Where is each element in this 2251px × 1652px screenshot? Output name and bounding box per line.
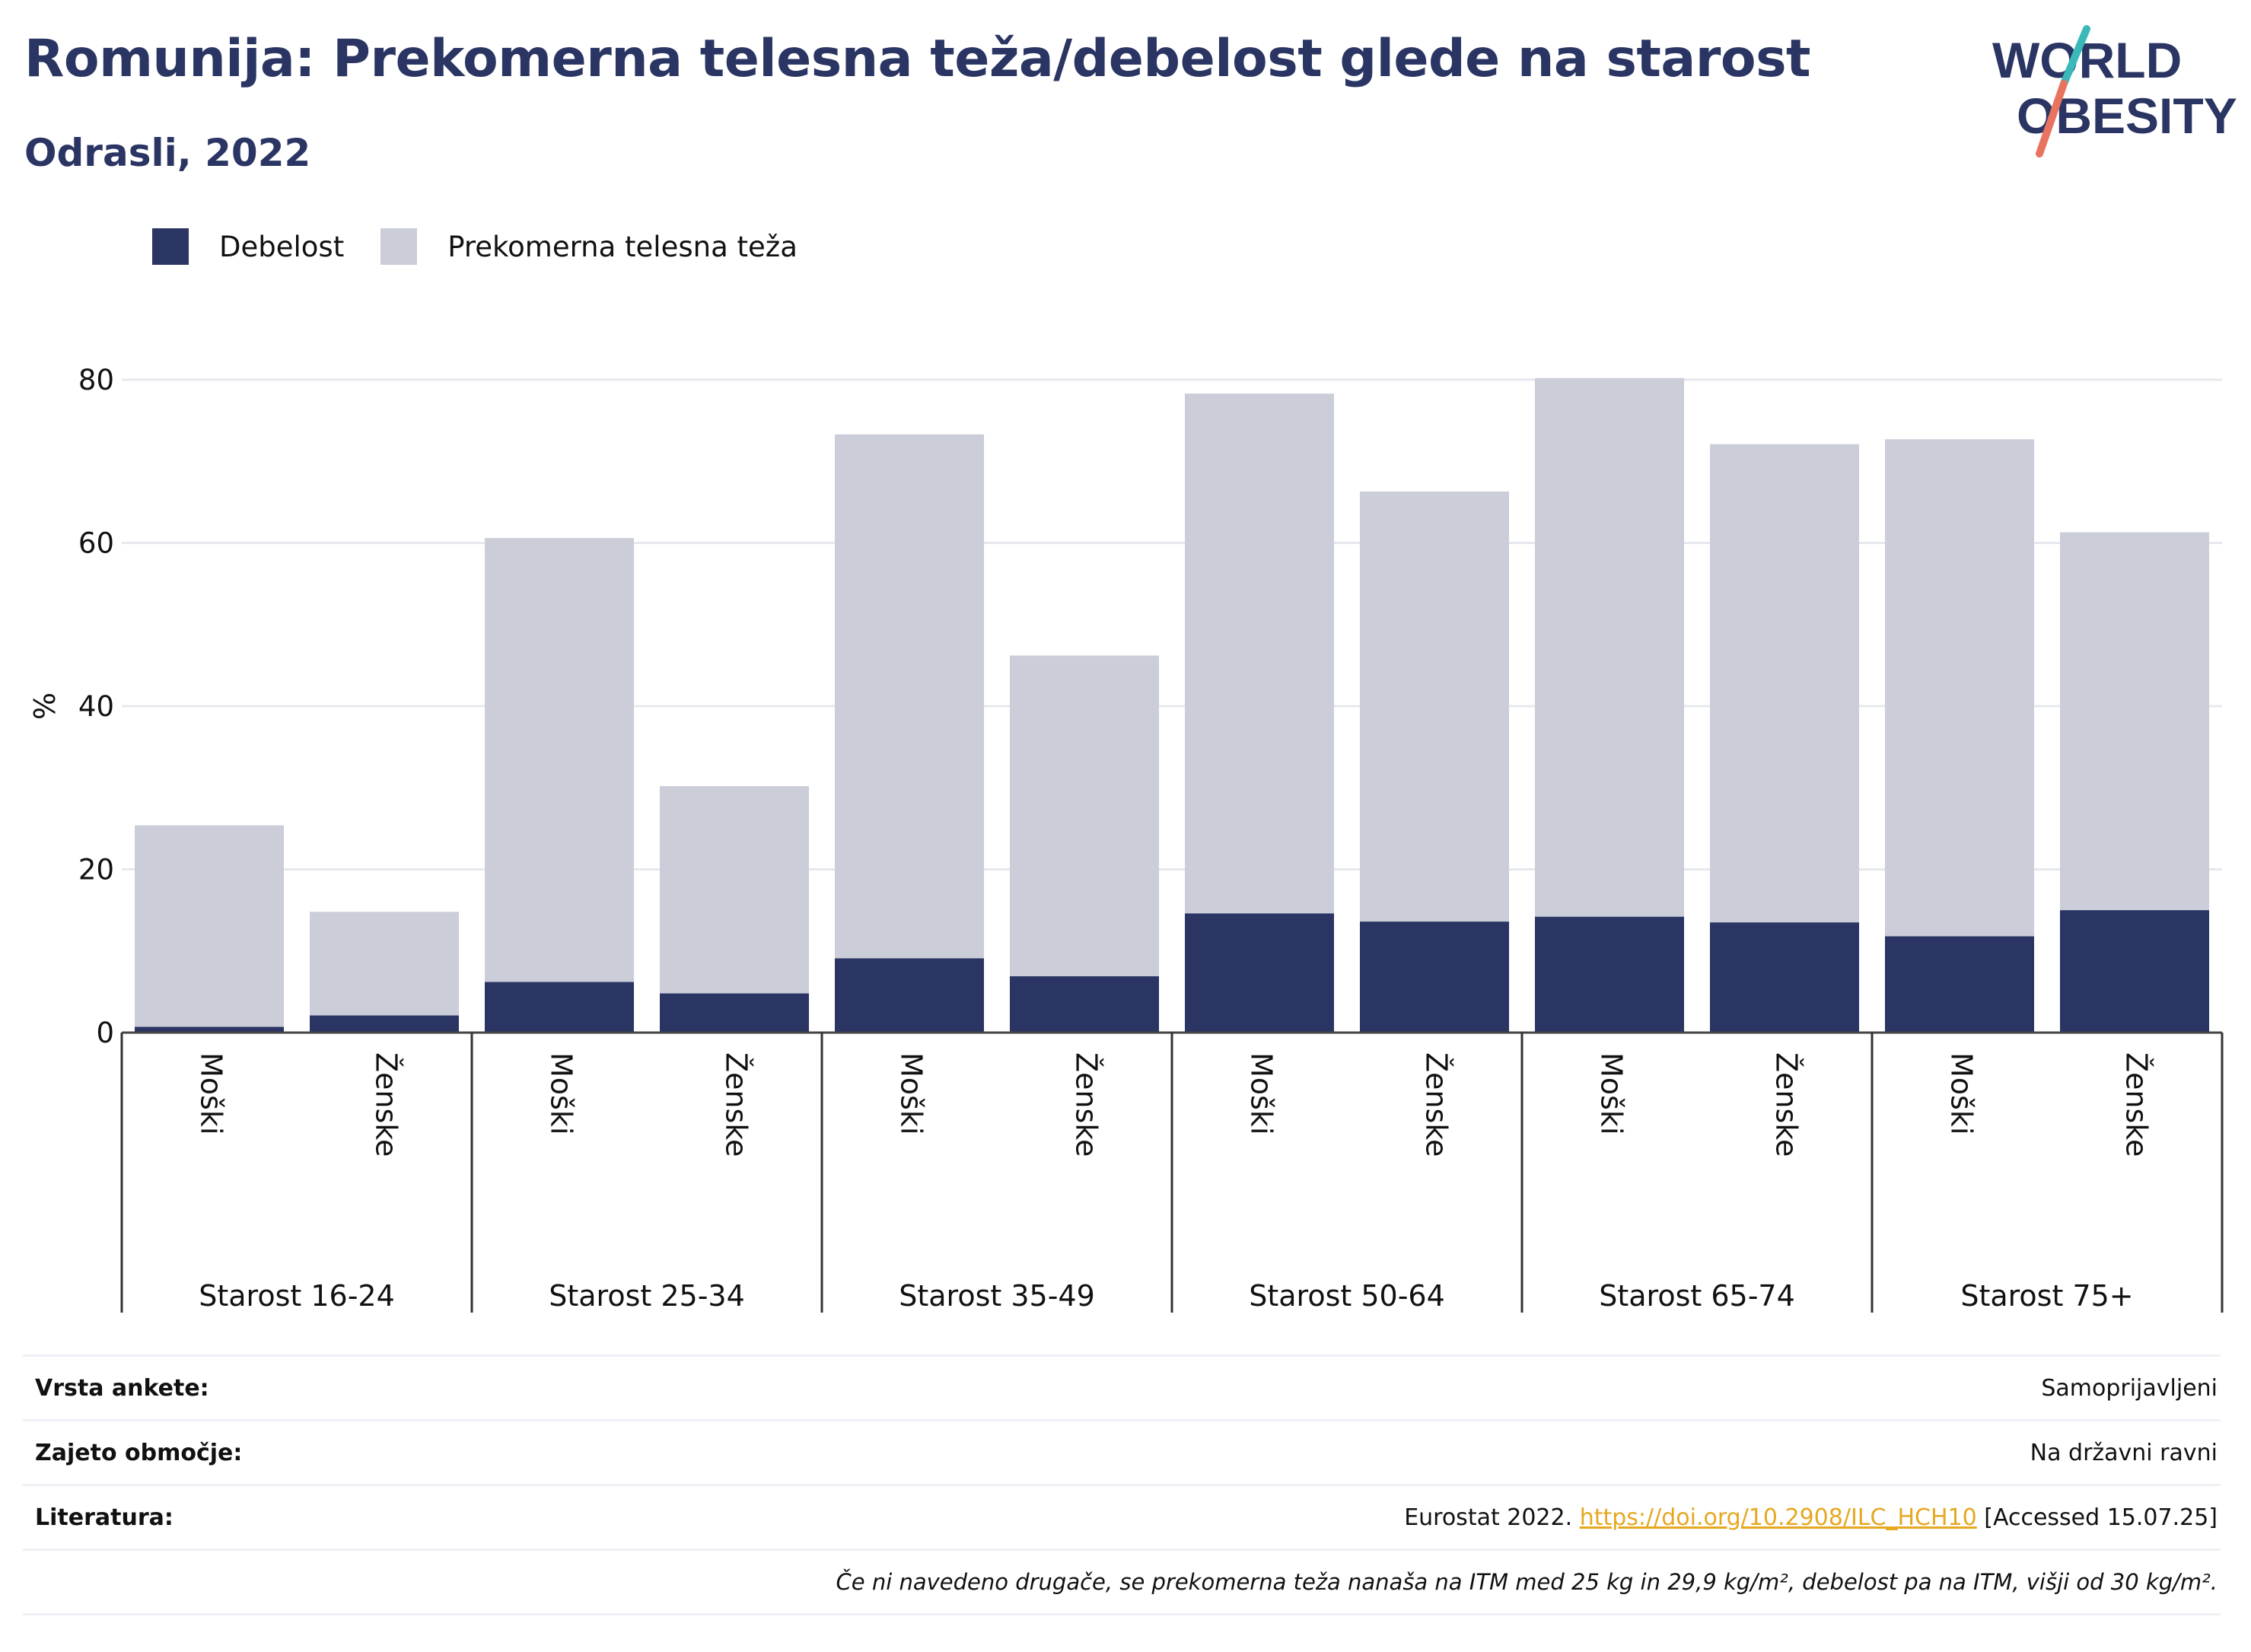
x-category-label: Ženske bbox=[720, 1052, 753, 1157]
world-obesity-logo: WORLD OBESITY bbox=[1992, 25, 2237, 158]
y-tick-label: 0 bbox=[96, 1017, 114, 1049]
chart-subtitle: Odrasli, 2022 bbox=[24, 131, 311, 175]
x-category-label: Ženske bbox=[1070, 1052, 1103, 1157]
bar-overweight[interactable] bbox=[835, 434, 984, 959]
x-group-label: Starost 50-64 bbox=[1249, 1279, 1445, 1313]
bar-obesity[interactable] bbox=[2060, 910, 2209, 1033]
bar-overweight[interactable] bbox=[1185, 393, 1334, 914]
bar-overweight[interactable] bbox=[660, 786, 809, 994]
x-category-label: Moški bbox=[545, 1052, 578, 1135]
y-tick-label: 20 bbox=[78, 854, 114, 886]
bar-overweight[interactable] bbox=[1885, 439, 2034, 937]
legend-item-debelost[interactable]: Debelost bbox=[152, 228, 344, 265]
meta-label-survey-type: Vrsta ankete: bbox=[35, 1374, 209, 1402]
x-group-label: Starost 35-49 bbox=[899, 1279, 1095, 1313]
x-category-label: Moški bbox=[1245, 1052, 1278, 1135]
meta-value-reference: Eurostat 2022. https://doi.org/10.2908/I… bbox=[1404, 1504, 2221, 1531]
meta-label-coverage: Zajeto območje: bbox=[35, 1439, 243, 1466]
bar-obesity[interactable] bbox=[1010, 976, 1159, 1033]
legend-label-debelost: Debelost bbox=[219, 230, 345, 263]
logo-slash-teal bbox=[2060, 25, 2090, 88]
logo-slash-coral bbox=[2036, 80, 2068, 158]
bar-overweight[interactable] bbox=[135, 825, 284, 1027]
y-axis-label: % bbox=[28, 692, 62, 720]
bar-overweight[interactable] bbox=[485, 538, 634, 982]
bar-overweight[interactable] bbox=[310, 912, 459, 1016]
logo-line1: WORLD bbox=[1992, 32, 2182, 88]
chart-title: Romunija: Prekomerna telesna teža/debelo… bbox=[24, 29, 1811, 89]
x-category-label: Ženske bbox=[2120, 1052, 2154, 1157]
bar-overweight[interactable] bbox=[1535, 377, 1684, 917]
x-group-label: Starost 25-34 bbox=[549, 1279, 745, 1313]
bar-obesity[interactable] bbox=[660, 993, 809, 1033]
x-category-label: Ženske bbox=[370, 1052, 403, 1157]
x-group-label: Starost 65-74 bbox=[1599, 1279, 1795, 1313]
bar-obesity[interactable] bbox=[1885, 936, 2034, 1033]
meta-label-reference: Literatura: bbox=[35, 1504, 174, 1531]
legend-swatch-debelost bbox=[152, 228, 189, 265]
bar-obesity[interactable] bbox=[1535, 916, 1684, 1033]
x-category-label: Moški bbox=[1945, 1052, 1979, 1135]
chart-legend: Debelost Prekomerna telesna teža bbox=[152, 227, 834, 266]
bar-obesity[interactable] bbox=[1710, 922, 1859, 1033]
x-category-label: Moški bbox=[195, 1052, 228, 1135]
bar-overweight[interactable] bbox=[2060, 532, 2209, 911]
meta-row-coverage: Zajeto območje: Na državni ravni bbox=[23, 1419, 2221, 1484]
bar-obesity[interactable] bbox=[835, 958, 984, 1033]
reference-suffix: [Accessed 15.07.25] bbox=[1976, 1504, 2218, 1531]
y-tick-label: 80 bbox=[78, 364, 114, 396]
x-group-label: Starost 16-24 bbox=[199, 1279, 395, 1313]
bar-overweight[interactable] bbox=[1360, 491, 1509, 922]
bar-obesity[interactable] bbox=[310, 1015, 459, 1033]
legend-label-prekomerna: Prekomerna telesna teža bbox=[447, 230, 798, 263]
y-tick-label: 60 bbox=[78, 527, 114, 560]
reference-prefix: Eurostat 2022. bbox=[1404, 1504, 1580, 1531]
bar-obesity[interactable] bbox=[135, 1027, 284, 1033]
legend-swatch-prekomerna bbox=[380, 228, 418, 265]
y-tick-label: 40 bbox=[78, 690, 114, 723]
x-category-label: Moški bbox=[1595, 1052, 1629, 1135]
meta-row-reference: Literatura: Eurostat 2022. https://doi.o… bbox=[23, 1484, 2221, 1549]
x-group-label: Starost 75+ bbox=[1960, 1279, 2133, 1313]
bar-obesity[interactable] bbox=[485, 982, 634, 1033]
definition-note: Če ni navedeno drugače, se prekomerna te… bbox=[23, 1549, 2221, 1615]
x-category-label: Ženske bbox=[1770, 1052, 1804, 1157]
bar-overweight[interactable] bbox=[1710, 444, 1859, 923]
bar-obesity[interactable] bbox=[1185, 913, 1334, 1033]
reference-link[interactable]: https://doi.org/10.2908/ILC_HCH10 bbox=[1579, 1504, 1977, 1531]
meta-row-survey-type: Vrsta ankete: Samoprijavljeni bbox=[23, 1354, 2221, 1419]
x-category-label: Ženske bbox=[1420, 1052, 1453, 1157]
stacked-bar-chart: 0 20 40 60 80% Moški Ženske Moški Ženske Moški Žen… bbox=[28, 364, 2224, 1313]
survey-info-table: Vrsta ankete: Samoprijavljeni Zajeto obm… bbox=[23, 1354, 2221, 1615]
bar-overweight[interactable] bbox=[1010, 655, 1159, 976]
meta-value-coverage: Na državni ravni bbox=[2030, 1439, 2218, 1466]
legend-item-prekomerna[interactable]: Prekomerna telesna teža bbox=[380, 228, 798, 265]
meta-value-survey-type: Samoprijavljeni bbox=[2041, 1374, 2218, 1402]
bar-obesity[interactable] bbox=[1360, 921, 1509, 1033]
x-category-label: Moški bbox=[895, 1052, 928, 1135]
